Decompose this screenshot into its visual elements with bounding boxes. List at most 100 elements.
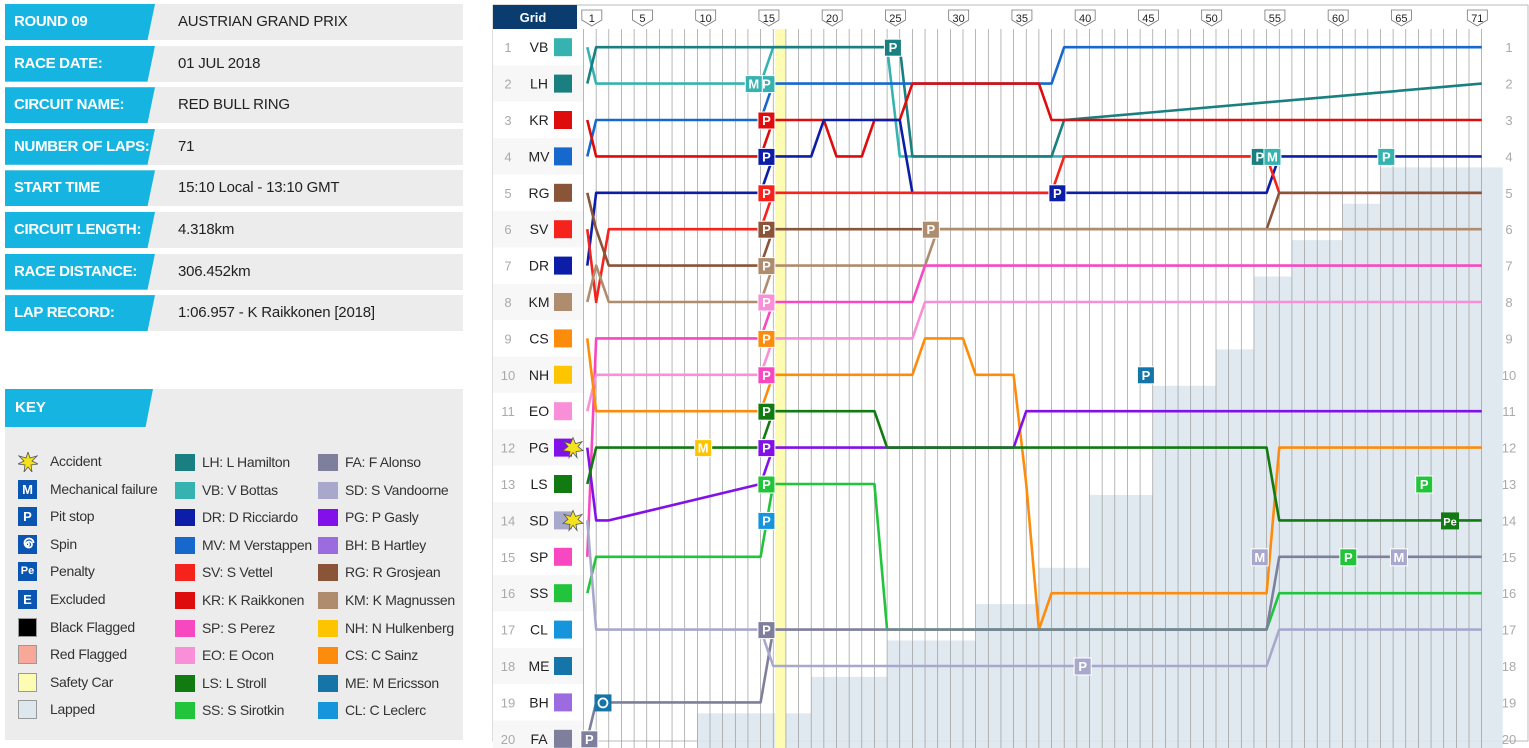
driver-trace-mv (586, 45, 1482, 157)
finish-position-number: 6 (1505, 222, 1512, 237)
pit-stop-marker (1339, 548, 1358, 567)
grid-position-number: 18 (501, 659, 515, 674)
penalty-marker (1441, 512, 1460, 530)
pit-stop-marker-label: P (762, 149, 771, 164)
finish-position-number: 16 (1502, 586, 1516, 601)
sc-swatch-icon (18, 672, 37, 692)
pit-stop-marker-label: P (762, 186, 771, 201)
driver-trace-cs (586, 337, 1482, 631)
grid-driver-swatch (554, 729, 572, 748)
pit-stop-marker-label: P (762, 77, 771, 92)
driver-key-label: SP: S Perez (202, 619, 275, 636)
lap-tick-label: 71 (1471, 13, 1483, 25)
lap-tick-marker (1264, 9, 1286, 27)
lap-tick-label: 20 (826, 13, 838, 25)
race-info-row: NUMBER OF LAPS: 71 (5, 128, 463, 165)
driver-key-label: MV: M Verstappen (202, 536, 312, 553)
grid-position-number: 16 (501, 586, 515, 601)
driver-color-swatch (318, 536, 338, 554)
pit-stop-marker-label: P (762, 404, 771, 419)
grid-driver-code: SV (530, 221, 549, 237)
pit-stop-marker-label: P (1053, 186, 1062, 201)
driver-key-label: NH: N Hulkenberg (345, 619, 454, 636)
key-symbol-label: Black Flagged (50, 618, 135, 635)
driver-trace-ls (586, 409, 1482, 522)
finish-position-number: 19 (1502, 695, 1516, 710)
grid-header-label: Grid (520, 10, 547, 25)
driver-color-swatch (318, 674, 338, 692)
pit-stop-marker-label: P (762, 259, 771, 274)
spin-marker (594, 694, 612, 712)
finish-position-number: 8 (1505, 295, 1512, 310)
mechanical-failure-marker (694, 439, 713, 458)
lap-tick-label: 10 (700, 13, 712, 25)
lap-tick-marker (885, 9, 906, 27)
grid-position-number: 6 (504, 222, 511, 237)
driver-trace-sv (586, 155, 1482, 304)
pit-stop-marker-label: P (1382, 149, 1391, 164)
grid-position-number: 7 (504, 259, 511, 274)
driver-key-label: LH: L Hamilton (202, 454, 290, 470)
finish-position-number: 20 (1502, 732, 1516, 747)
pit-stop-marker (921, 220, 940, 239)
driver-key-label: ME: M Ericsson (345, 674, 439, 691)
driver-color-swatch (175, 619, 195, 637)
mechanical-failure-marker (1250, 548, 1269, 567)
lap-tick-marker (695, 9, 717, 27)
pit-stop-marker (757, 366, 776, 385)
race-info-label: START TIME (5, 170, 155, 207)
pit-stop-marker-label: P (1420, 477, 1429, 492)
grid-driver-swatch (554, 220, 572, 239)
lap-tick-marker (1011, 9, 1033, 27)
mechanical-failure-marker-label: M (1267, 149, 1278, 164)
lap-tick-marker (1391, 9, 1412, 27)
key-symbol-label: Red Flagged (50, 646, 127, 663)
safety-car-band (775, 29, 787, 748)
driver-key-label: PG: P Gasly (345, 509, 419, 526)
pit-stop-marker-label: P (762, 441, 771, 456)
lap-tick-label: 50 (1206, 13, 1218, 25)
pit-stop-marker (1415, 475, 1434, 494)
mechanical-failure-marker-label: M (1394, 550, 1405, 565)
driver-color-swatch (318, 647, 338, 665)
key-panel: KEY Accident M Mechanical failure P Pit stop… (5, 389, 463, 740)
race-info-label: RACE DISTANCE: (5, 253, 155, 290)
grid-driver-code: ME (529, 658, 550, 674)
lap-tick-label: 40 (1079, 13, 1091, 25)
driver-color-swatch (318, 702, 338, 720)
race-info-row: ROUND 09 AUSTRIAN GRAND PRIX (5, 4, 463, 40)
pit-stop-icon: P (18, 507, 37, 527)
driver-key-label: DR: D Ricciardo (202, 509, 298, 526)
driver-color-swatch (318, 509, 338, 527)
grid-driver-code: KM (529, 294, 550, 310)
race-info-row: RACE DISTANCE: 306.452km (5, 253, 463, 290)
driver-trace-km (586, 227, 1482, 304)
driver-color-swatch (175, 647, 195, 665)
race-info-label: LAP RECORD: (5, 295, 155, 332)
driver-color-swatch (175, 454, 195, 471)
driver-key-label: RG: R Grosjean (345, 564, 441, 581)
red-swatch-icon (18, 645, 37, 665)
lap-tick-label: 65 (1395, 13, 1407, 25)
driver-color-swatch (175, 481, 195, 499)
race-info-value: RED BULL RING (178, 96, 290, 114)
driver-color-swatch (318, 481, 338, 499)
mechanical-failure-marker-label: M (1254, 550, 1265, 565)
driver-key-label: KM: K Magnussen (345, 592, 455, 608)
lap-tick-marker (821, 9, 843, 27)
driver-trace-sd (585, 520, 1482, 668)
grid-driver-swatch (554, 147, 572, 166)
grid-driver-swatch (554, 38, 572, 57)
lap-tick-label: 15 (763, 13, 775, 25)
grid-driver-code: SS (530, 585, 549, 601)
pit-stop-marker (757, 402, 776, 421)
lap-tick-marker (948, 9, 970, 27)
pit-stop-marker-label: P (762, 513, 771, 528)
grid-header (493, 5, 577, 29)
pit-stop-marker-label: P (927, 222, 936, 237)
race-info-value: AUSTRIAN GRAND PRIX (178, 13, 348, 30)
pit-stop-marker-label: P (762, 295, 771, 310)
driver-key-label: EO: E Ocon (202, 647, 274, 664)
finish-position-number: 18 (1502, 659, 1516, 674)
finish-position-number: 7 (1505, 259, 1512, 274)
